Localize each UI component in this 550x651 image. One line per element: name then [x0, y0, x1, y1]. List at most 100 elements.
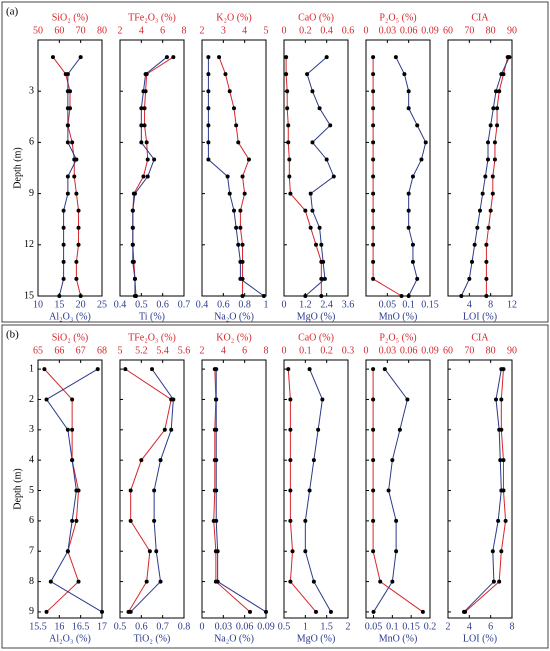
profile-line — [213, 369, 251, 613]
data-point — [65, 191, 70, 196]
data-point — [371, 397, 376, 402]
data-point — [415, 123, 420, 128]
top-tick-label: 0.2 — [299, 25, 312, 36]
plot-frame — [119, 39, 185, 297]
top-tick-label: 68 — [97, 345, 107, 356]
y-axis-title: Depth (m) — [12, 468, 23, 509]
top-axis-title: K₂O (%) — [216, 12, 251, 23]
profile-line — [485, 56, 509, 296]
top-tick-label: 8 — [182, 25, 187, 36]
data-point — [419, 157, 424, 162]
data-point — [206, 157, 211, 162]
data-point — [206, 106, 211, 111]
top-tick-label: 80 — [97, 25, 107, 36]
data-point — [310, 208, 315, 213]
data-point — [65, 427, 70, 432]
data-point — [44, 397, 49, 402]
y-tick-label: 7 — [29, 546, 34, 557]
profile-line — [215, 369, 267, 613]
bottom-tick-label: 2 — [346, 621, 351, 632]
data-point — [371, 488, 376, 493]
top-tick-label: 70 — [464, 25, 474, 36]
data-point — [227, 191, 232, 196]
data-point — [154, 549, 159, 554]
data-point — [123, 367, 128, 372]
bottom-tick-label: 0.7 — [156, 621, 169, 632]
data-point — [491, 579, 496, 584]
bottom-axis-title: Al₂O₃ (%) — [49, 311, 91, 322]
data-point — [303, 294, 308, 298]
data-point — [415, 276, 420, 281]
top-axis-title: CaO (%) — [298, 332, 334, 343]
data-point — [223, 72, 228, 77]
data-point — [484, 294, 489, 298]
data-point — [225, 174, 230, 179]
y-tick-label: 2 — [29, 394, 34, 405]
data-point — [240, 174, 245, 179]
data-point — [74, 191, 79, 196]
data-point — [130, 259, 135, 264]
data-point — [317, 225, 322, 230]
data-point — [74, 276, 79, 281]
data-point — [214, 427, 219, 432]
data-point — [494, 397, 498, 402]
bottom-tick-label: 12 — [507, 299, 517, 310]
data-point — [483, 174, 488, 179]
top-tick-label: 0.09 — [421, 25, 439, 36]
data-point — [497, 89, 502, 94]
bottom-axis-title: MnO (%) — [379, 633, 418, 644]
data-point — [406, 225, 411, 230]
data-point — [57, 294, 62, 298]
data-point — [206, 72, 211, 77]
data-point — [76, 579, 81, 584]
profile-line — [132, 56, 174, 297]
y-tick-label: 6 — [29, 515, 34, 526]
data-point — [490, 549, 495, 554]
data-point — [491, 106, 496, 111]
data-point — [240, 242, 245, 247]
bottom-tick-label: 0.5 — [135, 299, 148, 310]
data-point — [248, 609, 252, 614]
bottom-tick-label: 16.5 — [72, 621, 90, 632]
bottom-tick-label: 6 — [488, 621, 493, 632]
data-point — [307, 367, 312, 372]
bottom-tick-label: 1 — [303, 621, 308, 632]
data-point — [206, 89, 211, 94]
data-point — [486, 225, 491, 230]
data-point — [328, 609, 333, 614]
y-tick-label: 9 — [29, 606, 34, 617]
top-tick-label: 4 — [221, 345, 226, 356]
data-point — [171, 397, 176, 402]
data-point — [141, 174, 146, 179]
data-point — [236, 140, 241, 145]
data-point — [72, 174, 77, 179]
plot-frame — [447, 39, 513, 297]
bottom-tick-label: 10 — [33, 299, 43, 310]
bottom-axis-title: MgO (%) — [297, 311, 336, 322]
data-point — [290, 549, 295, 554]
data-point — [499, 488, 504, 493]
data-point — [498, 458, 503, 463]
plot-frame — [365, 359, 431, 619]
data-point — [394, 518, 399, 523]
data-point — [310, 140, 315, 145]
bottom-tick-label: 2.4 — [320, 299, 333, 310]
data-point — [158, 579, 163, 584]
profile-line — [130, 368, 174, 613]
data-point — [371, 157, 376, 162]
plot-frame — [283, 359, 349, 619]
top-tick-label: 66 — [54, 345, 64, 356]
data-point — [492, 140, 497, 145]
data-point — [499, 397, 504, 402]
data-point — [410, 259, 415, 264]
data-point — [371, 72, 376, 77]
data-point — [164, 55, 169, 60]
data-point — [287, 174, 292, 179]
top-tick-label: 90 — [507, 25, 517, 36]
bottom-tick-label: 0 — [200, 621, 205, 632]
data-point — [100, 609, 104, 614]
data-point — [162, 427, 167, 432]
top-axis-title: KO₂ (%) — [216, 332, 251, 343]
profile-line — [207, 57, 265, 297]
